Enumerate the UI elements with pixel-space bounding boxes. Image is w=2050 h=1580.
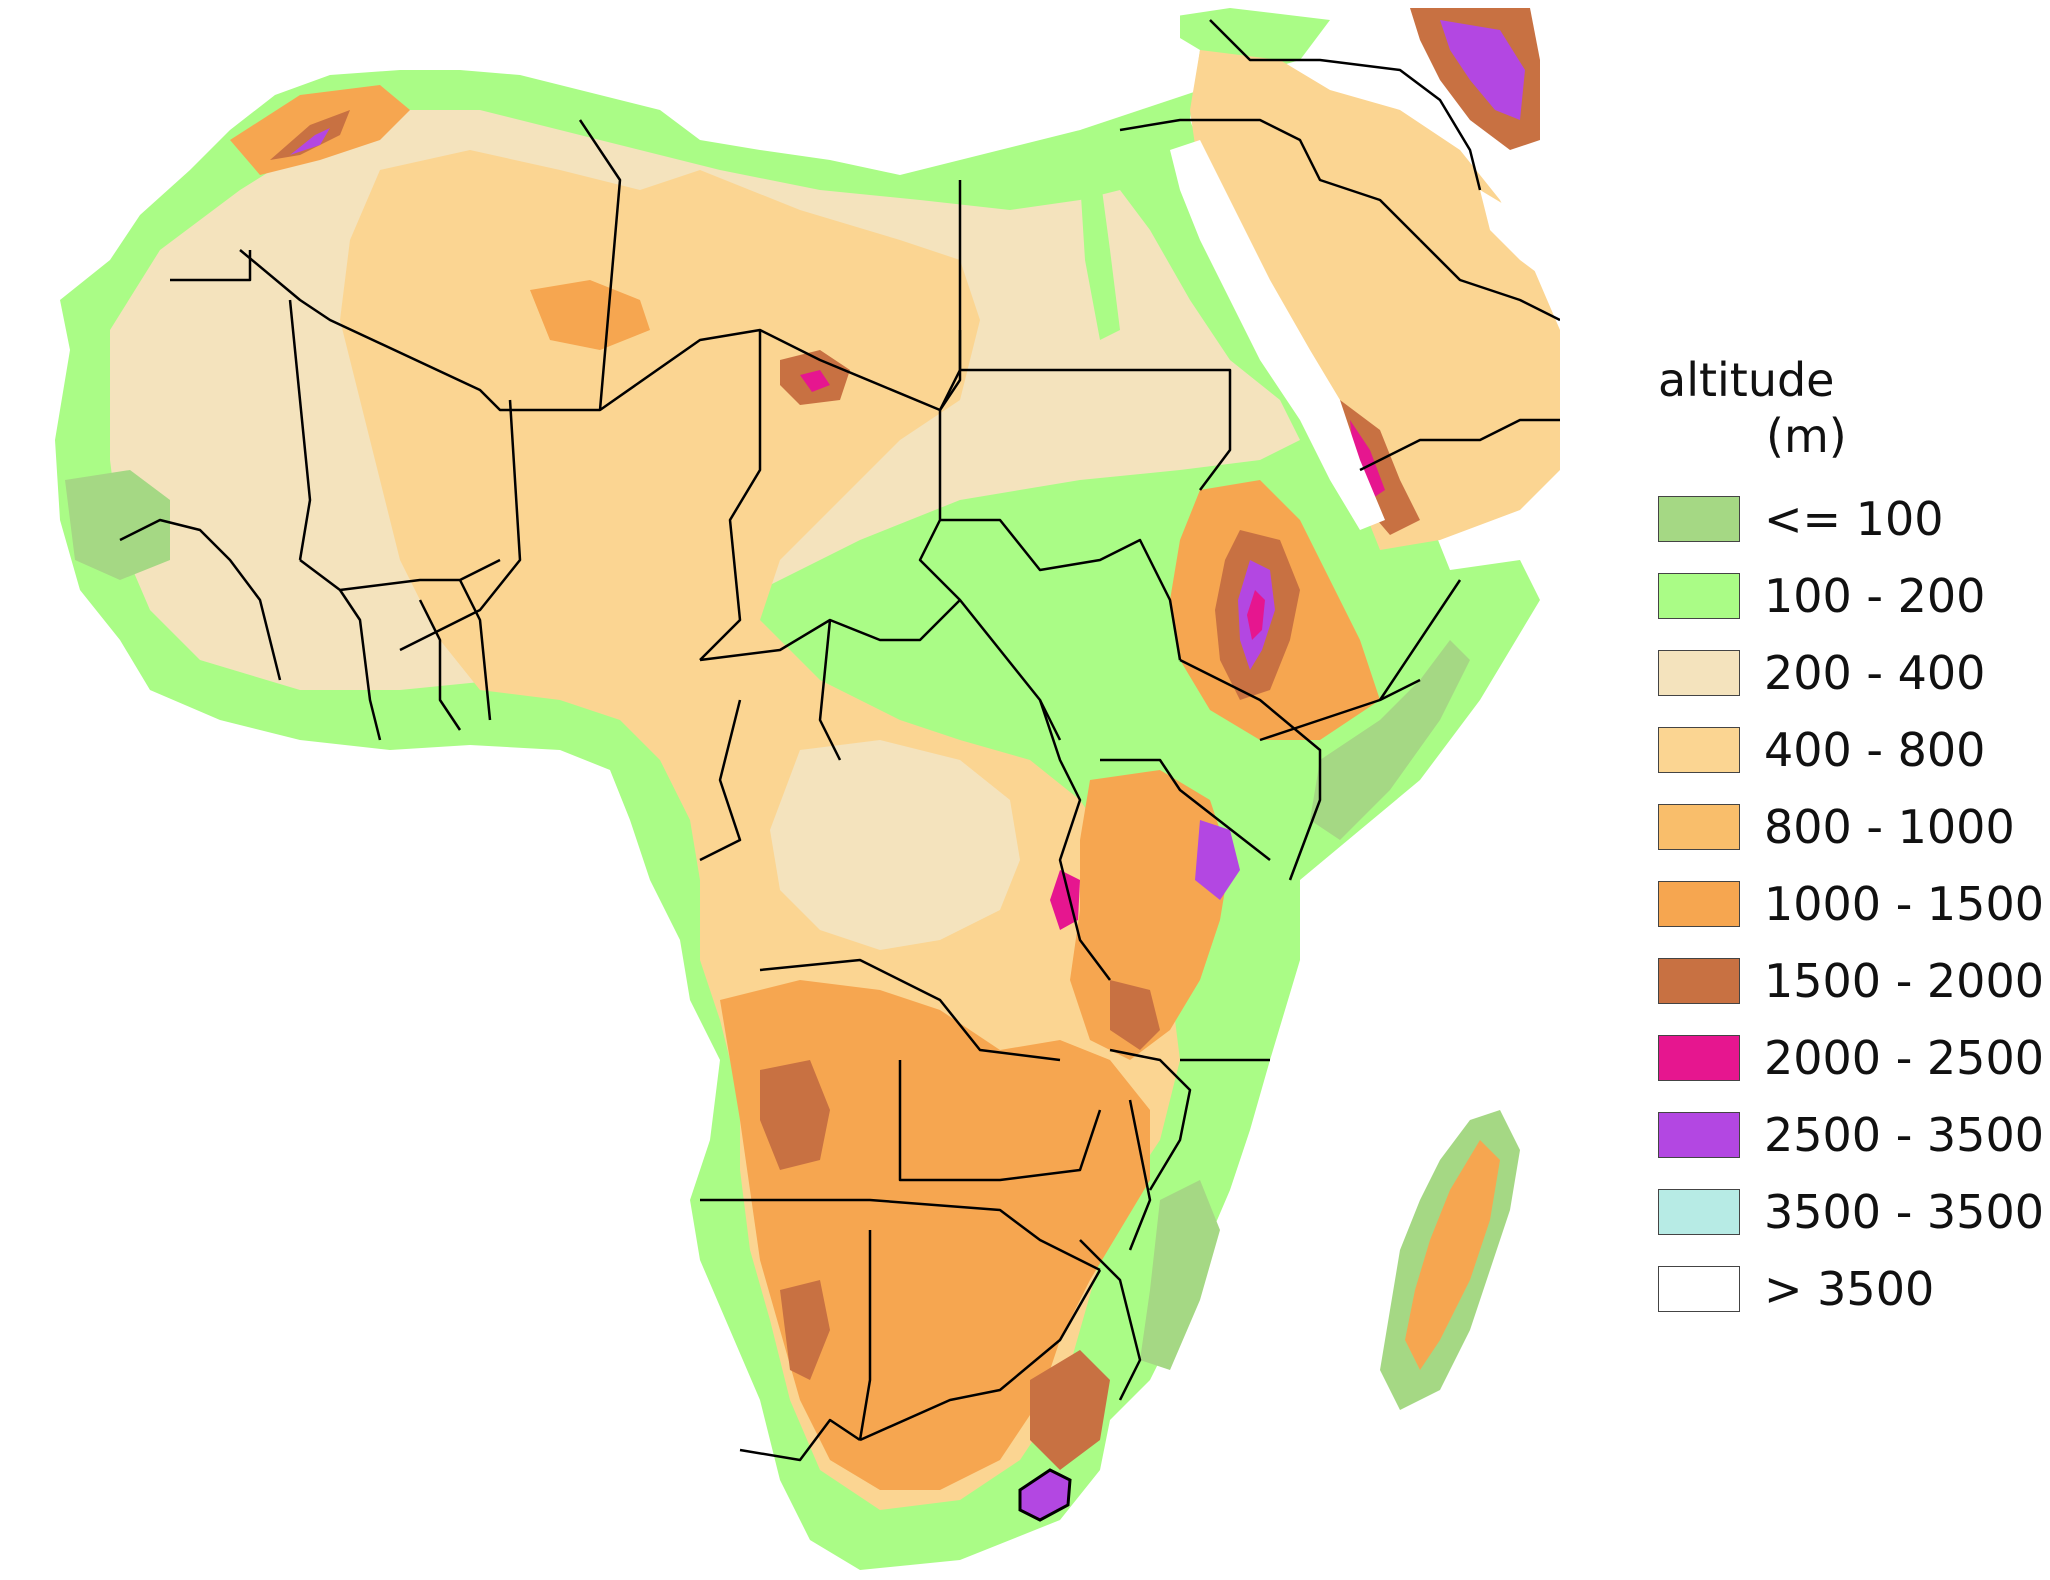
legend-item: <= 100 <box>1658 480 2048 557</box>
border-line <box>759 958 1061 1062</box>
somalia-coast <box>1310 640 1470 840</box>
border-line <box>1109 1048 1192 1191</box>
lesotho-highlands <box>1018 1468 1072 1522</box>
legend-swatch <box>1658 726 1740 773</box>
legend-item: 200 - 400 <box>1658 634 2048 711</box>
legend-swatch <box>1658 803 1740 850</box>
legend-label: 1000 - 1500 <box>1764 876 2044 931</box>
border-line <box>1419 239 1560 322</box>
tibesti-peak <box>800 370 830 392</box>
border-line <box>1259 678 1421 742</box>
senegal-lowland <box>65 470 170 580</box>
atlas-peaks <box>270 110 350 160</box>
border-line <box>1128 1099 1152 1251</box>
border-line <box>699 330 762 661</box>
ethiopian-top <box>1247 590 1265 640</box>
yemen-highlands <box>1340 400 1420 535</box>
legend-item: 1000 - 1500 <box>1658 865 2048 942</box>
border-line <box>1209 19 1280 62</box>
namibia-highlands <box>760 1060 830 1170</box>
legend-item: 400 - 800 <box>1658 711 2048 788</box>
legend-label: > 3500 <box>1764 1261 1935 1316</box>
border-line <box>1038 699 1111 981</box>
hoggar-massif <box>530 280 650 350</box>
legend-label: 3500 - 3500 <box>1764 1184 2044 1239</box>
legend-swatch <box>1658 957 1740 1004</box>
border-line <box>739 1418 861 1462</box>
mediterranean <box>300 8 1180 150</box>
drakensberg <box>1030 1350 1110 1470</box>
border-line <box>700 1198 1101 1272</box>
madagascar-plateau <box>1405 1140 1500 1370</box>
namibia-south-highlands <box>780 1280 830 1380</box>
congo-basin <box>770 740 1020 950</box>
legend-swatch <box>1658 1034 1740 1081</box>
legend-item: 1500 - 2000 <box>1658 942 2048 1019</box>
legend-label: 2000 - 2500 <box>1764 1030 2044 1085</box>
rift-highlands <box>1110 980 1160 1050</box>
border-line <box>918 180 1062 741</box>
legend-label: 100 - 200 <box>1764 568 1986 623</box>
legend-swatch <box>1658 572 1740 619</box>
border-line <box>1100 758 1271 861</box>
border-line <box>699 599 961 662</box>
arabia-landmass <box>1190 50 1560 550</box>
border-line <box>418 599 462 731</box>
legend-item: 2000 - 2500 <box>1658 1019 2048 1096</box>
legend-swatch <box>1658 1111 1740 1158</box>
border-line <box>940 518 1182 661</box>
legend-label: 1500 - 2000 <box>1764 953 2044 1008</box>
legend-swatch <box>1658 1188 1740 1235</box>
border-line <box>288 299 312 561</box>
anatolia-peaks <box>1440 20 1525 120</box>
red-sea <box>1170 140 1385 530</box>
legend-items: <= 100 100 - 200 200 - 400 400 - 800 800… <box>1658 480 2048 1327</box>
legend-label: 800 - 1000 <box>1764 799 2015 854</box>
border-line <box>170 250 252 282</box>
legend-swatch <box>1658 495 1740 542</box>
legend-item: 2500 - 3500 <box>1658 1096 2048 1173</box>
border-line <box>1280 58 1482 191</box>
border-line <box>858 1230 872 1441</box>
border-line <box>338 589 382 741</box>
nile-valley <box>1080 175 1120 340</box>
border-line <box>578 119 622 411</box>
border-line <box>1079 1239 1142 1401</box>
border-line <box>859 1269 1102 1442</box>
border-line <box>458 579 492 721</box>
border-line <box>898 1060 1102 1182</box>
legend-label: 200 - 400 <box>1764 645 1986 700</box>
legend-item: 800 - 1000 <box>1658 788 2048 865</box>
border-line <box>1378 579 1462 701</box>
border-line <box>119 518 282 681</box>
persian-gulf <box>1480 190 1560 290</box>
country-borders <box>119 19 1560 1462</box>
border-line <box>1179 658 1322 881</box>
legend-item: 3500 - 3500 <box>1658 1173 2048 1250</box>
border-line <box>960 368 1232 491</box>
legend-item: 100 - 200 <box>1658 557 2048 634</box>
border-line <box>699 699 742 862</box>
map-legend: altitude (m) <= 100 100 - 200 200 - 400 … <box>1658 352 2048 1327</box>
atlas-summits <box>290 128 330 155</box>
mozambique-lowland <box>1140 1180 1220 1370</box>
legend-unit: (m) <box>1766 409 1847 463</box>
border-line <box>818 619 842 761</box>
border-line <box>399 399 522 652</box>
legend-title: altitude <box>1658 353 1835 407</box>
border-line <box>1119 118 1421 241</box>
legend-label: <= 100 <box>1764 491 1944 546</box>
legend-swatch <box>1658 1265 1740 1312</box>
kenya-highlands <box>1195 820 1240 900</box>
border-line <box>299 558 501 592</box>
legend-label: 2500 - 3500 <box>1764 1107 2044 1162</box>
legend-item: > 3500 <box>1658 1250 2048 1327</box>
legend-swatch <box>1658 880 1740 927</box>
africa-elevation-map <box>55 8 1560 1570</box>
legend-label: 400 - 800 <box>1764 722 1986 777</box>
yemen-peaks <box>1350 420 1385 500</box>
border-line <box>1359 418 1560 472</box>
legend-swatch <box>1658 649 1740 696</box>
